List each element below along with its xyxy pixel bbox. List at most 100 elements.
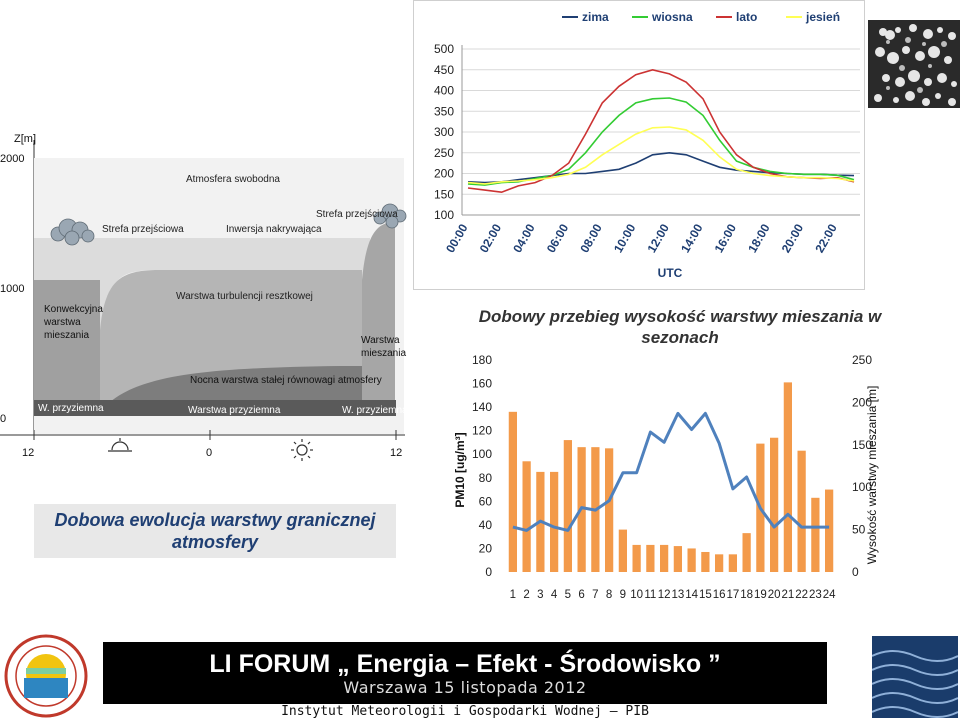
main-title-line-1: Dobowy przebieg wysokość warstwy mieszan…	[478, 307, 882, 326]
label-mixing-1: Warstwa	[361, 335, 400, 346]
x-tick-label: 2	[523, 589, 529, 601]
right-y-axis: 0 50 100 150 200 250	[852, 353, 872, 579]
label-transition-left: Strefa przejściowa	[102, 224, 184, 235]
legend-label: wiosna	[651, 10, 693, 24]
label-stable-layer: Nocna warstwa stałej równowagi atmosfery	[190, 375, 382, 386]
label-mixing-2: mieszania	[361, 348, 406, 359]
y-tick-0: 0	[0, 413, 6, 425]
y-tick-label: 350	[434, 104, 454, 118]
x-axis-label: UTC	[658, 266, 683, 280]
pm10-bar	[825, 489, 834, 572]
diagram-caption: Dobowa ewolucja warstwy granicznej atmos…	[34, 504, 396, 558]
plot-area	[467, 68, 855, 194]
x-tick-label: 18:00	[745, 221, 773, 255]
x-tick-label: 10:00	[611, 221, 639, 255]
x-tick-label: 04:00	[510, 221, 538, 255]
footer-title: LI FORUM „ Energia – Efekt - Środowisko …	[209, 650, 721, 678]
series-line-wiosna	[467, 97, 855, 186]
x-tick-label: 9	[620, 589, 626, 601]
right-y-tick-label: 200	[852, 395, 872, 409]
particle-icon	[874, 24, 957, 106]
label-surface-mid: Warstwa przyziemna	[188, 405, 281, 416]
z-label: Z[m]	[14, 133, 36, 145]
sun-icon	[291, 439, 313, 461]
x-tick-label: 22	[795, 589, 808, 601]
pm10-bar	[563, 440, 572, 572]
x-tick-label: 16	[713, 589, 726, 601]
label-surface-right: W. przyziemna	[342, 405, 408, 416]
x-tick-label: 23	[809, 589, 822, 601]
pm10-bar	[605, 448, 614, 572]
x-tick-label: 02:00	[477, 221, 505, 255]
series-line-jesień	[467, 126, 855, 185]
right-y-tick-label: 50	[852, 523, 866, 537]
label-convective-2: warstwa	[43, 317, 81, 328]
caption-line-2: atmosfery	[171, 532, 259, 552]
x-axis: 00:00 02:00 04:00 06:00 08:00 10:00 12:00 14:00…	[443, 221, 840, 255]
label-convective-1: Konwekcyjna	[44, 304, 103, 315]
micrograph-svg	[874, 24, 957, 106]
footer-banner: LI FORUM „ Energia – Efekt - Środowisko …	[103, 642, 827, 704]
y-tick-label: 250	[434, 146, 454, 160]
left-y-tick-label: 40	[479, 518, 493, 532]
imgw-logo	[871, 636, 959, 718]
chart-legend: zima wiosna lato jesień	[562, 10, 840, 24]
cloud-right-icon	[373, 203, 407, 229]
convective-layer-region	[34, 280, 100, 412]
pm10-bar	[687, 548, 696, 572]
x-tick-label: 12	[658, 589, 671, 601]
y-tick-label: 500	[434, 42, 454, 56]
pan-logo-svg	[4, 634, 88, 718]
legend-label: lato	[736, 10, 757, 24]
x-tick-label: 00:00	[443, 221, 471, 255]
pm10-bar	[632, 544, 641, 572]
x-tick-label: 21	[781, 589, 794, 601]
left-y-tick-label: 120	[472, 424, 492, 438]
legend-label: jesień	[805, 10, 840, 24]
right-y-tick-label: 250	[852, 353, 872, 367]
x-tick-label: 20	[768, 589, 781, 601]
left-y-tick-label: 100	[472, 447, 492, 461]
label-surface-left: W. przyziemna	[38, 403, 104, 414]
mixing-height-line	[512, 411, 830, 532]
x-tick-label: 7	[592, 589, 598, 601]
y-axis: 100 150 200 250 300 350 400 450 500	[434, 42, 860, 222]
pm10-bar	[728, 554, 737, 572]
mixing-height-series-line	[512, 411, 830, 532]
particle-micrograph-image	[868, 20, 960, 108]
series-line-zima	[467, 151, 855, 184]
pm10-bar	[742, 533, 751, 572]
main-title: Dobowy przebieg wysokość warstwy mieszan…	[430, 306, 930, 348]
pm10-bar	[660, 544, 669, 572]
x-tick-label: 16:00	[712, 221, 740, 255]
left-y-tick-label: 20	[479, 541, 493, 555]
x-tick-label: 24	[823, 589, 836, 601]
left-axis-label: PM10 [ug/m³]	[453, 432, 467, 507]
pm10-mixing-height-chart: 0 20 40 60 80 100 120 140 160 180 0 50 100 150 200 250…	[450, 350, 885, 605]
x-tick-0: 0	[206, 447, 212, 459]
pm10-bar	[550, 471, 559, 572]
x-tick-label: 4	[551, 589, 558, 601]
x-tick-label: 08:00	[577, 221, 605, 255]
x-tick-label: 06:00	[544, 221, 572, 255]
x-tick-label: 18	[740, 589, 753, 601]
label-free-atmosphere: Atmosfera swobodna	[186, 174, 280, 185]
x-tick-12-left: 12	[22, 447, 34, 459]
x-tick-label: 5	[565, 589, 571, 601]
y-tick-label: 200	[434, 167, 454, 181]
x-tick-label: 8	[606, 589, 612, 601]
pm10-bar	[646, 544, 655, 572]
pm10-bar	[797, 450, 806, 572]
left-y-tick-label: 60	[479, 494, 493, 508]
institute-name: Instytut Meteorologii i Gospodarki Wodne…	[281, 704, 649, 719]
seasonal-chart-svg: zima wiosna lato jesień 100 150 200 250 300 350 4…	[434, 10, 860, 280]
pm10-bar	[618, 529, 627, 572]
y-tick-2000: 2000	[0, 153, 24, 165]
pm10-bar	[701, 551, 710, 572]
y-tick-label: 400	[434, 84, 454, 98]
pm10-bar	[673, 546, 682, 572]
x-tick-label: 11	[644, 589, 656, 601]
right-y-tick-label: 0	[852, 565, 859, 579]
x-tick-label: 14:00	[678, 221, 706, 255]
boundary-layer-diagram: Z[m] 2000 1000 0 Atmosfera swobodna Stre…	[0, 130, 410, 470]
